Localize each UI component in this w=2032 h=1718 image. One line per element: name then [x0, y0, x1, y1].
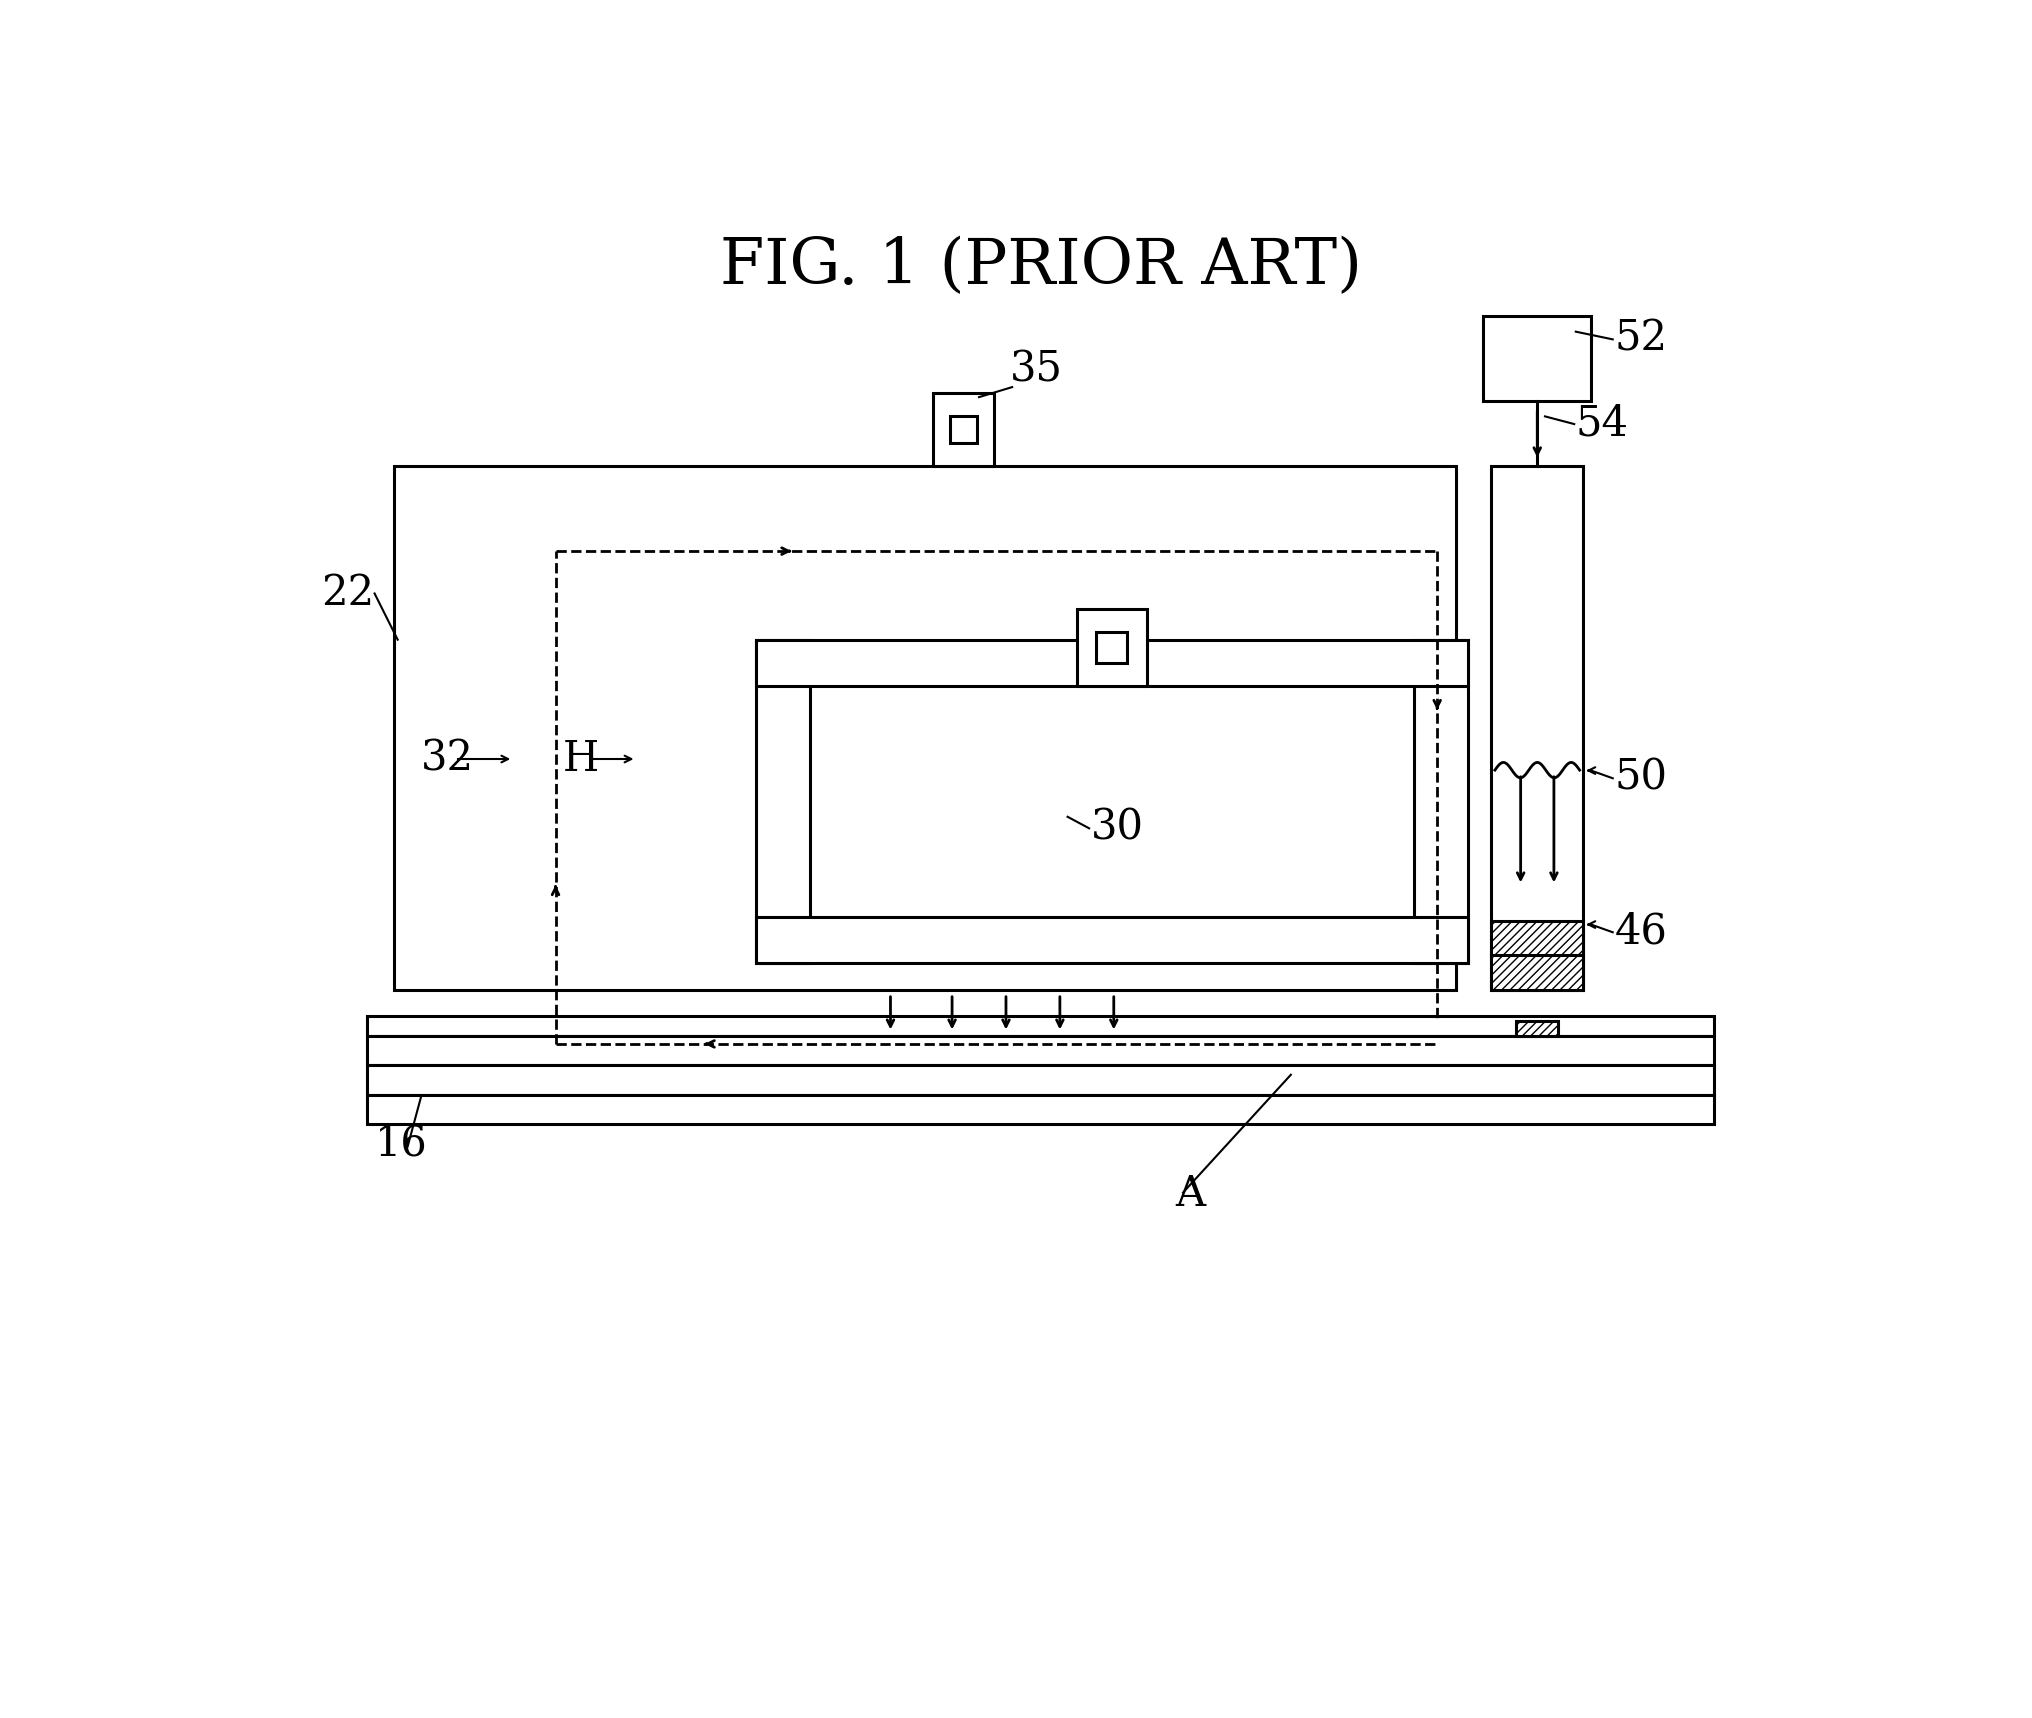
- Text: 54: 54: [1575, 402, 1630, 445]
- Bar: [756, 639, 809, 964]
- Bar: [756, 917, 1467, 964]
- Bar: [368, 1065, 1715, 1094]
- Bar: [1414, 639, 1467, 964]
- Bar: [1077, 608, 1146, 685]
- Bar: [1097, 632, 1128, 663]
- Bar: [1491, 921, 1583, 990]
- Bar: [368, 1036, 1715, 1065]
- Text: 35: 35: [1010, 349, 1063, 390]
- Text: 46: 46: [1613, 911, 1666, 953]
- Bar: [1516, 1020, 1559, 1036]
- Text: FIG. 1 (PRIOR ART): FIG. 1 (PRIOR ART): [721, 235, 1361, 297]
- Text: 30: 30: [1091, 807, 1144, 849]
- Bar: [1491, 466, 1583, 990]
- Text: H: H: [563, 737, 599, 780]
- Bar: [1483, 316, 1591, 400]
- Bar: [756, 639, 1467, 685]
- Text: 50: 50: [1613, 758, 1668, 799]
- Text: 22: 22: [321, 572, 374, 613]
- Bar: [394, 466, 1457, 990]
- Bar: [368, 1094, 1715, 1124]
- Bar: [933, 393, 994, 466]
- Text: 52: 52: [1613, 318, 1668, 359]
- Text: 16: 16: [374, 1122, 427, 1165]
- Bar: [368, 1015, 1715, 1036]
- Text: 32: 32: [421, 737, 473, 780]
- Bar: [951, 416, 977, 443]
- Text: A: A: [1174, 1173, 1205, 1215]
